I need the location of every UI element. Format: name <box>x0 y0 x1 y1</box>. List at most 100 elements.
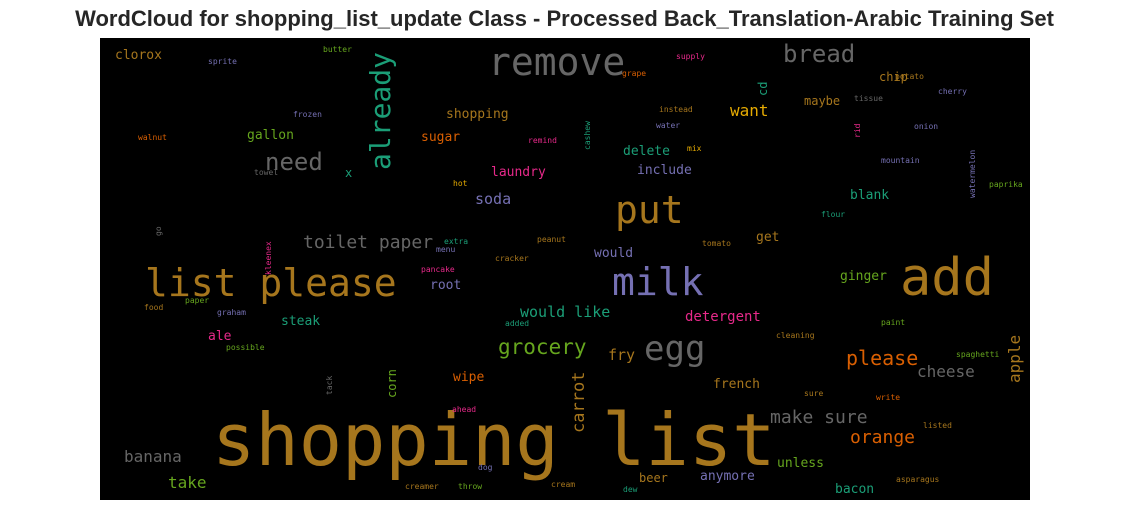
word-peanut: peanut <box>537 235 566 244</box>
word-would: would <box>594 246 633 261</box>
word-fry: fry <box>608 346 635 364</box>
word-please: please <box>846 346 918 370</box>
word-added: added <box>505 319 529 328</box>
word-tack: tack <box>325 376 334 395</box>
word-sure: sure <box>804 389 823 398</box>
word-food: food <box>144 303 163 312</box>
word-walnut: walnut <box>138 133 167 142</box>
word-mountain: mountain <box>881 156 920 165</box>
word-toilet-paper: toilet paper <box>303 232 433 253</box>
word-pancake: pancake <box>421 265 455 274</box>
word-root: root <box>430 278 461 293</box>
word-cd: cd <box>756 82 770 96</box>
word-ale: ale <box>208 329 232 344</box>
word-clorox: clorox <box>115 48 162 63</box>
word-butter: butter <box>323 45 352 54</box>
word-unless: unless <box>777 456 824 471</box>
word-sprite: sprite <box>208 57 237 66</box>
word-would-like: would like <box>520 303 610 321</box>
word-ginger: ginger <box>840 269 887 284</box>
word-cashew: cashew <box>583 121 592 150</box>
word-watermelon: watermelon <box>968 150 977 198</box>
word-shopping: shopping <box>446 107 509 122</box>
word-mix: mix <box>687 144 702 153</box>
word-shopping-list: shopping list <box>212 398 776 482</box>
word-go: go <box>154 226 163 236</box>
word-banana: banana <box>124 447 182 466</box>
word-grape: grape <box>622 69 646 78</box>
word-want: want <box>730 101 769 120</box>
word-x: x <box>345 166 352 180</box>
word-creamer: creamer <box>405 482 439 491</box>
word-cream: cream <box>551 480 575 489</box>
word-take: take <box>168 473 207 492</box>
word-corn: corn <box>385 369 399 398</box>
word-cleaning: cleaning <box>776 331 815 340</box>
word-paprika: paprika <box>989 180 1023 189</box>
word-grocery: grocery <box>498 335 587 359</box>
word-get: get <box>756 230 779 245</box>
word-sugar: sugar <box>421 130 460 145</box>
chart-title: WordCloud for shopping_list_update Class… <box>75 6 1054 31</box>
word-menu: menu <box>436 245 455 254</box>
word-asparagus: asparagus <box>896 475 940 484</box>
word-extra: extra <box>444 237 468 246</box>
word-orange: orange <box>850 427 915 448</box>
word-dog: dog <box>478 463 493 472</box>
word-soda: soda <box>475 190 511 208</box>
word-rid: rid <box>853 123 862 138</box>
word-tomato: tomato <box>702 239 731 248</box>
word-put: put <box>615 188 684 232</box>
word-already: already <box>364 52 397 170</box>
word-graham: graham <box>217 308 246 317</box>
word-throw: throw <box>458 482 482 491</box>
word-towel: towel <box>254 168 278 177</box>
word-bacon: bacon <box>835 482 874 497</box>
word-supply: supply <box>676 52 705 61</box>
word-hot: hot <box>453 179 468 188</box>
word-paint: paint <box>881 318 905 327</box>
word-beer: beer <box>639 471 668 485</box>
word-milk: milk <box>612 260 704 304</box>
word-write: write <box>876 393 900 402</box>
word-chip: chip <box>879 70 908 84</box>
word-flour: flour <box>821 210 845 219</box>
word-cloud: shopping list add milk list please remove put… <box>100 38 1030 500</box>
word-cherry: cherry <box>938 87 967 96</box>
word-need: need <box>265 148 323 176</box>
word-list-please: list please <box>145 261 397 305</box>
word-cracker: cracker <box>495 254 529 263</box>
word-delete: delete <box>623 144 670 159</box>
word-cloud-canvas: shopping list add milk list please remove put… <box>115 40 1024 497</box>
word-potato: potato <box>895 72 924 81</box>
word-spaghetti: spaghetti <box>956 350 1000 359</box>
word-dew: dew <box>623 485 638 494</box>
word-water: water <box>656 121 680 130</box>
word-detergent: detergent <box>685 309 761 325</box>
word-kleenex: kleenex <box>264 241 273 275</box>
word-egg: egg <box>644 329 705 369</box>
word-tissue: tissue <box>854 94 883 103</box>
word-remove: remove <box>488 40 625 84</box>
word-frozen: frozen <box>293 110 322 119</box>
word-onion: onion <box>914 122 938 131</box>
word-anymore: anymore <box>700 469 755 484</box>
word-steak: steak <box>281 314 320 329</box>
word-possible: possible <box>226 343 265 352</box>
word-gallon: gallon <box>247 128 294 143</box>
word-paper: paper <box>185 296 209 305</box>
word-blank: blank <box>850 188 889 203</box>
word-french: french <box>713 377 760 392</box>
word-listed: listed <box>923 421 952 430</box>
word-make-sure: make sure <box>770 407 868 428</box>
word-instead: instead <box>659 105 693 114</box>
word-ahead: ahead <box>452 405 476 414</box>
word-bread: bread <box>783 40 855 68</box>
word-wipe: wipe <box>453 370 484 385</box>
word-apple: apple <box>1005 335 1024 383</box>
word-maybe: maybe <box>804 94 840 108</box>
word-include: include <box>637 163 692 178</box>
word-carrot: carrot <box>569 372 589 433</box>
word-remind: remind <box>528 136 557 145</box>
word-laundry: laundry <box>491 165 546 180</box>
